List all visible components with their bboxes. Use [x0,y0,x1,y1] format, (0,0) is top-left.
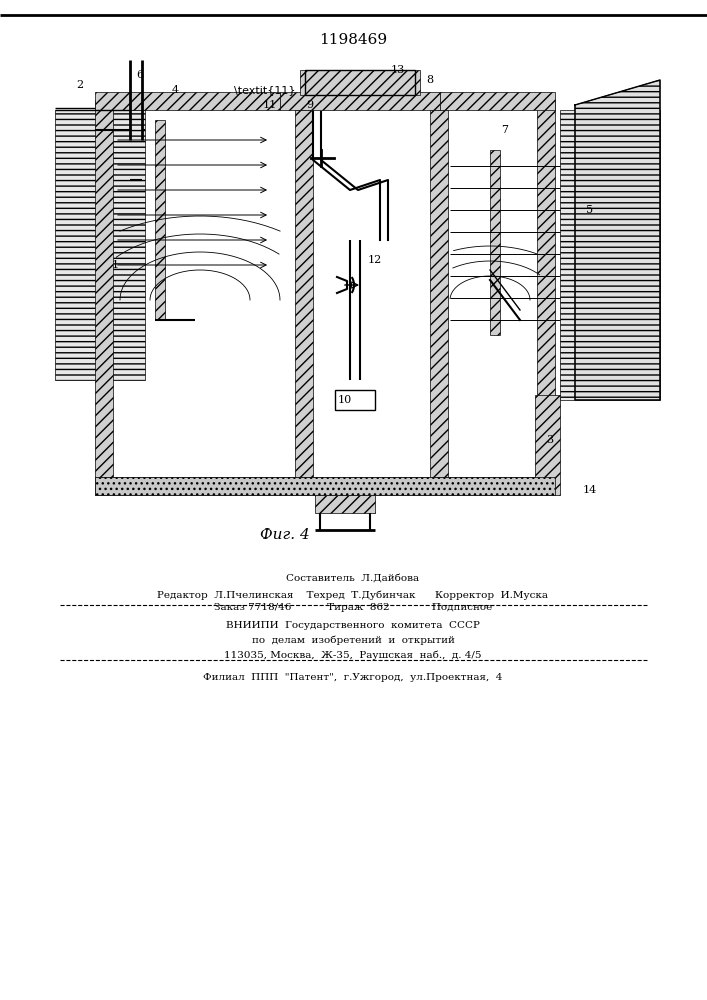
Bar [155,120,165,320]
Text: Составитель  Л.Дайбова: Составитель Л.Дайбова [286,574,419,582]
Text: 1: 1 [112,260,119,270]
Text: Филиал  ППП  "Патент",  г.Ужгород,  ул.Проектная,  4: Филиал ППП "Патент", г.Ужгород, ул.Проек… [204,674,503,682]
Bar [315,495,375,513]
Text: 9: 9 [306,100,314,110]
Bar [537,100,555,495]
Bar [95,100,113,495]
Bar [430,110,448,477]
Text: 11: 11 [263,100,277,110]
Bar [55,110,145,380]
Text: ВНИИПИ  Государственного  комитета  СССР: ВНИИПИ Государственного комитета СССР [226,620,480,630]
Text: 2: 2 [76,80,83,90]
Text: 6: 6 [136,70,144,80]
Bar [305,70,415,95]
Bar [560,110,660,400]
Text: 13: 13 [391,65,405,75]
Bar [535,395,560,495]
Polygon shape [575,80,660,400]
Text: 3: 3 [547,435,554,445]
Text: 12: 12 [368,255,382,265]
Text: 113035, Москва,  Ж-35,  Раушская  наб.,  д. 4/5: 113035, Москва, Ж-35, Раушская наб., д. … [224,650,481,660]
Text: 8: 8 [426,75,433,85]
Bar [95,477,555,495]
Bar [335,390,375,410]
Text: Фиг. 4: Фиг. 4 [260,528,310,542]
Text: 1198469: 1198469 [319,33,387,47]
Text: \textit{11}: \textit{11} [234,85,296,95]
Bar [440,92,555,110]
Bar [300,70,420,95]
Text: 14: 14 [583,485,597,495]
Text: по  делам  изобретений  и  открытий: по делам изобретений и открытий [252,635,455,645]
Text: 4: 4 [171,85,179,95]
Text: 10: 10 [338,395,352,405]
Bar [490,150,500,335]
Bar [95,92,280,110]
Bar [280,92,440,110]
Text: Редактор  Л.Пчелинская    Техред  Т.Дубинчак      Корректор  И.Муска: Редактор Л.Пчелинская Техред Т.Дубинчак … [158,590,549,600]
Text: 7: 7 [501,125,508,135]
Polygon shape [575,80,660,400]
Bar [95,477,555,495]
Text: Заказ 7718/46           Тираж  862             Подписное: Заказ 7718/46 Тираж 862 Подписное [214,603,492,612]
Text: 5: 5 [586,205,594,215]
Bar [295,110,313,477]
